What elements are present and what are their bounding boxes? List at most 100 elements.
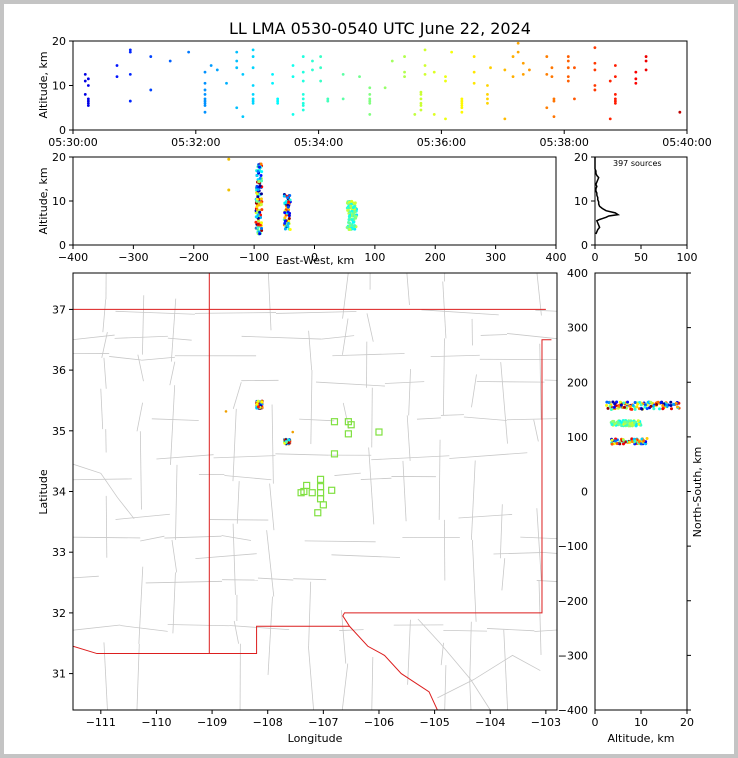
county-line [501,558,506,591]
county-line [221,535,252,541]
county-line [102,299,107,333]
county-line [471,539,477,622]
county-line [73,463,135,520]
northsouth-altitude-point [665,403,669,407]
county-line [167,337,192,341]
altitude-time-point [460,110,464,114]
station-square [303,481,311,490]
map-point [284,440,288,444]
northsouth-altitude-ticks: 0 10 20 −400 −300 −200 −100 0 100 200 300 400 [558,267,694,729]
county-line [308,330,313,371]
county-line [469,621,472,682]
altitude-time-point [276,99,280,103]
altitude-time-ylabel: Altitude, km [37,51,50,118]
county-line [103,357,107,389]
county-line [275,453,329,456]
altitude-time-point [419,97,423,101]
map-xtick-label: −105 [419,716,449,729]
northsouth-altitude-point [651,404,655,408]
altitude-eastwest-point [347,218,351,222]
northsouth-altitude-point [608,404,612,408]
county-line [458,514,513,519]
altitude-time-point [115,64,119,67]
altitude-time-point [566,75,570,78]
altitude-eastwest-point [259,192,263,196]
county-line [487,628,535,632]
county-line [156,454,214,460]
northsouth-altitude-point [675,405,679,409]
northsouth-altitude-point [637,440,641,444]
altitude-eastwest-point [255,210,259,214]
altitude-eastwest-xtick-label: −200 [179,251,209,264]
northsouth-altitude-point [639,403,643,407]
altitude-time-point [291,64,295,67]
altitude-time-point [83,93,87,96]
altitude-time-point [319,55,323,58]
map-ytick-label: 32 [52,607,66,620]
station-square [316,489,325,497]
altitude-time-point [450,50,454,54]
altitude-eastwest-point [353,201,357,205]
altitude-eastwest-point [258,184,262,188]
county-line [469,681,472,710]
altitude-time-point [115,75,119,78]
altitude-time-point [444,117,447,121]
county-line [408,369,411,416]
altitude-time-point [271,72,274,76]
northsouth-ytick-label: 400 [567,267,588,280]
county-line [540,551,557,554]
altitude-time-point [503,117,507,121]
northsouth-altitude-point [628,440,632,444]
altitude-eastwest-point [259,174,263,178]
county-line [535,309,557,312]
altitude-time-point [432,70,436,74]
altitude-eastwest-xtick-label: −300 [118,251,148,264]
altitude-eastwest-xtick-label: 400 [546,251,567,264]
altitude-time-point [423,48,427,52]
northsouth-altitude-point [645,437,649,441]
county-line [331,554,401,558]
altitude-eastwest-ytick-label: 10 [52,195,66,208]
county-line [175,464,178,540]
altitude-eastwest-point [350,209,354,213]
county-line [334,472,361,476]
northsouth-altitude-point [629,422,633,426]
altitude-time-point [215,68,219,72]
northsouth-altitude-point [633,439,637,443]
station-square [308,489,316,497]
map-points [224,399,383,517]
altitude-time-point [251,101,255,105]
altitude-eastwest-point [255,205,259,209]
northsouth-altitude-point [613,422,617,426]
map-ytick-label: 34 [52,486,66,499]
altitude-time-point [83,72,87,76]
northsouth-altitude-point [605,400,609,404]
altitude-time-ticks: 05:30:00 05:32:00 05:34:00 05:36:00 05:38:00… [48,35,711,149]
county-line [444,665,447,710]
altitude-eastwest-outlier [227,188,231,192]
county-line [507,333,557,340]
altitude-time-point [368,97,372,101]
altitude-time-point [86,84,90,87]
county-line [137,354,144,382]
county-line [536,508,542,581]
county-line [136,643,140,710]
northsouth-altitude-point [625,423,629,427]
altitude-eastwest-frame [72,156,557,246]
altitude-eastwest-point [286,224,290,228]
altitude-eastwest-point [257,180,261,184]
northsouth-altitude-point [620,424,624,428]
county-line [366,313,374,342]
altitude-time-point [460,97,464,101]
altitude-eastwest-point [287,217,291,221]
altitude-eastwest-point [288,227,292,231]
county-line [421,309,499,316]
county-line [449,452,528,459]
northsouth-ytick-label: 300 [567,322,588,335]
altitude-time-point [383,86,387,90]
altitude-time-ytick-label: 20 [52,35,66,48]
altitude-time-point [413,113,417,116]
altitude-time-point [566,66,570,70]
altitude-eastwest-ytick-label: 0 [59,239,66,252]
northsouth-altitude-point [658,407,662,411]
